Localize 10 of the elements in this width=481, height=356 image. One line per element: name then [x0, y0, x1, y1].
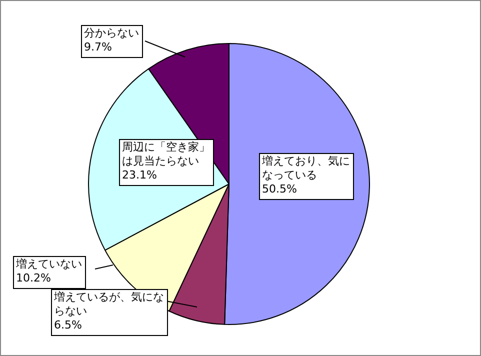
data-label: 9.7%	[84, 40, 112, 54]
slice-label: 分からない	[84, 26, 139, 40]
slice-label: 増えているが、気にならない	[53, 290, 164, 318]
data-label: 50.5%	[262, 182, 297, 196]
data-label: 6.5%	[54, 318, 82, 332]
data-label: 23.1%	[122, 168, 157, 182]
slice-label: 増えていない	[15, 257, 82, 270]
data-label: 10.2%	[16, 271, 51, 284]
slice-label: 増えており、気になっている	[261, 154, 350, 182]
slice-label: 周辺に「空き家」は見当たらない	[122, 140, 210, 168]
